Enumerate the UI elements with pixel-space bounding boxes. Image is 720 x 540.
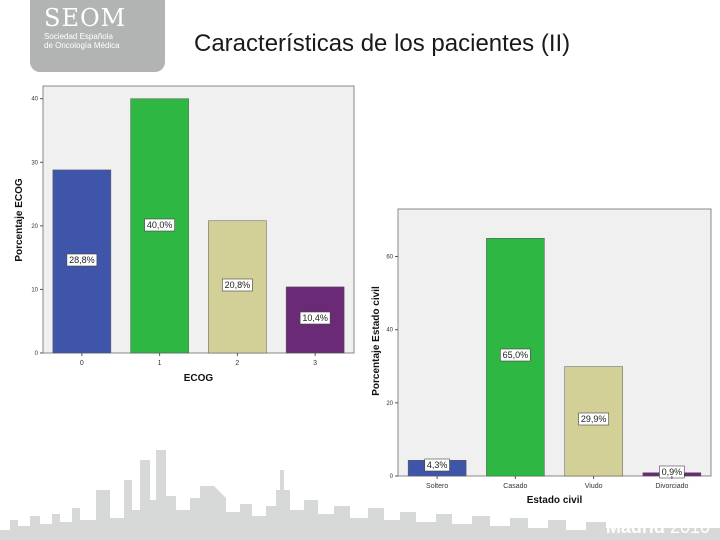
y-tick-label: 0 xyxy=(35,351,39,357)
data-label-box xyxy=(578,412,609,426)
bar xyxy=(52,169,112,354)
data-label-box xyxy=(66,253,98,267)
seom-logo: SEOM Sociedad Española de Oncología Médi… xyxy=(30,0,165,72)
page-title: Características de los pacientes (II) xyxy=(194,30,571,57)
y-tick-label: 30 xyxy=(31,160,38,166)
plot-area xyxy=(397,208,712,477)
x-tick-label: Casado xyxy=(503,483,527,490)
x-tick-label: Viudo xyxy=(585,483,603,490)
data-label: 10,4% xyxy=(302,313,328,323)
x-tick-label: 3 xyxy=(313,360,317,367)
data-label-box xyxy=(144,218,175,232)
x-axis-label: Estado civil xyxy=(527,495,583,506)
footer-city: Madrid xyxy=(605,517,665,537)
x-tick-label: Soltero xyxy=(426,483,448,490)
data-label: 4,3% xyxy=(427,460,448,470)
data-label: 28,8% xyxy=(69,255,95,265)
footer-year: 2010 xyxy=(669,517,710,537)
data-label: 40,0% xyxy=(147,220,173,230)
y-tick-label: 60 xyxy=(386,255,393,261)
y-tick-label: 10 xyxy=(31,287,38,293)
x-axis-label: ECOG xyxy=(184,373,214,384)
x-tick-label: Divorciado xyxy=(655,483,688,490)
y-tick-label: 40 xyxy=(386,328,393,334)
data-label-box xyxy=(500,348,531,362)
y-tick-label: 0 xyxy=(390,474,394,480)
x-tick-label: 0 xyxy=(80,360,84,367)
data-label: 20,8% xyxy=(225,280,251,290)
y-axis-label: Porcentaje Estado civil xyxy=(371,286,382,396)
logo-title: SEOM xyxy=(44,4,127,32)
data-label: 0,9% xyxy=(662,467,683,477)
skyline-decoration xyxy=(0,450,720,540)
chart-estado-civil: 0 20 40 60 4,3% Soltero 65,0% Casado 29,9% Viudo 0… xyxy=(371,208,712,506)
data-label-box xyxy=(299,311,331,325)
data-label-box xyxy=(424,458,450,472)
footer-madrid-2010: Madrid 2010 xyxy=(606,517,710,538)
y-tick-label: 20 xyxy=(386,401,393,407)
logo-subtitle: Sociedad Española de Oncología Médica xyxy=(44,32,154,50)
data-label-box xyxy=(222,278,253,292)
data-label: 65,0% xyxy=(503,350,529,360)
logo-subtitle-line: de Oncología Médica xyxy=(44,41,120,50)
chart-ecog: 0 10 20 30 40 28,8% 0 40,0% 1 20,8% 2 10,4% 3 ECOG Por… xyxy=(14,85,355,384)
skyline-silhouette xyxy=(0,450,720,540)
logo-subtitle-line: Sociedad Española xyxy=(44,32,113,41)
y-tick-label: 20 xyxy=(31,224,38,230)
x-tick-label: 1 xyxy=(158,360,162,367)
data-label: 29,9% xyxy=(581,414,607,424)
y-axis-label: Porcentaje ECOG xyxy=(14,178,25,262)
x-tick-label: 2 xyxy=(235,360,239,367)
y-tick-label: 40 xyxy=(31,97,38,103)
